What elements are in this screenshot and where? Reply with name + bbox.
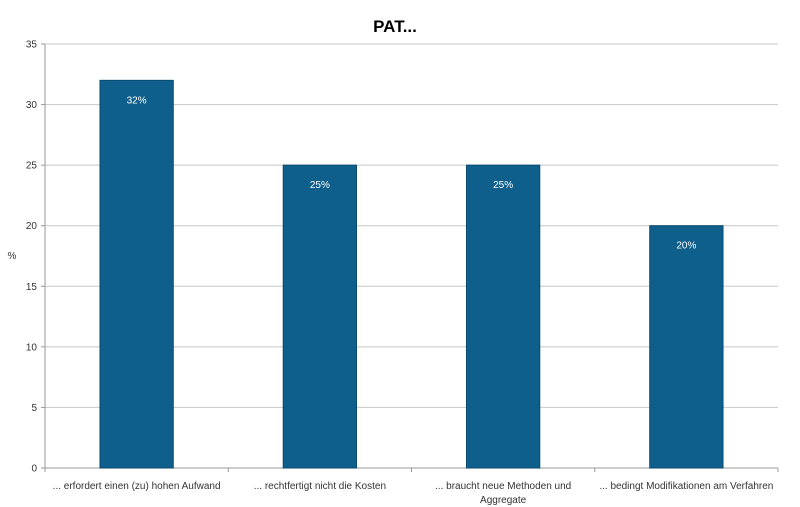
- x-category-label: ... erfordert einen (zu) hohen Aufwand: [53, 481, 221, 492]
- bar-data-label: 20%: [676, 241, 696, 252]
- bar: [649, 225, 724, 469]
- bar-data-label: 32%: [127, 95, 147, 106]
- x-category-label: Aggregate: [480, 495, 527, 506]
- y-axis-label: %: [8, 251, 17, 262]
- bar: [99, 79, 174, 469]
- bar: [282, 164, 358, 469]
- y-tick-label: 35: [26, 40, 38, 51]
- y-tick-label: 20: [26, 221, 38, 232]
- bar-data-label: 25%: [493, 180, 513, 191]
- y-tick-label: 30: [26, 100, 38, 111]
- x-category-label: ... bedingt Modifikationen am Verfahren: [599, 481, 773, 492]
- x-category-label: ... braucht neue Methoden und: [435, 481, 571, 492]
- y-tick-label: 25: [26, 161, 38, 172]
- y-tick-label: 0: [31, 464, 37, 475]
- chart-title: PAT...: [373, 17, 417, 36]
- bar: [465, 164, 541, 469]
- bar-data-label: 25%: [310, 180, 330, 191]
- y-tick-label: 5: [31, 403, 37, 414]
- y-tick-label: 10: [26, 342, 38, 353]
- y-tick-label: 15: [26, 282, 38, 293]
- x-category-label: ... rechtfertigt nicht die Kosten: [254, 481, 386, 492]
